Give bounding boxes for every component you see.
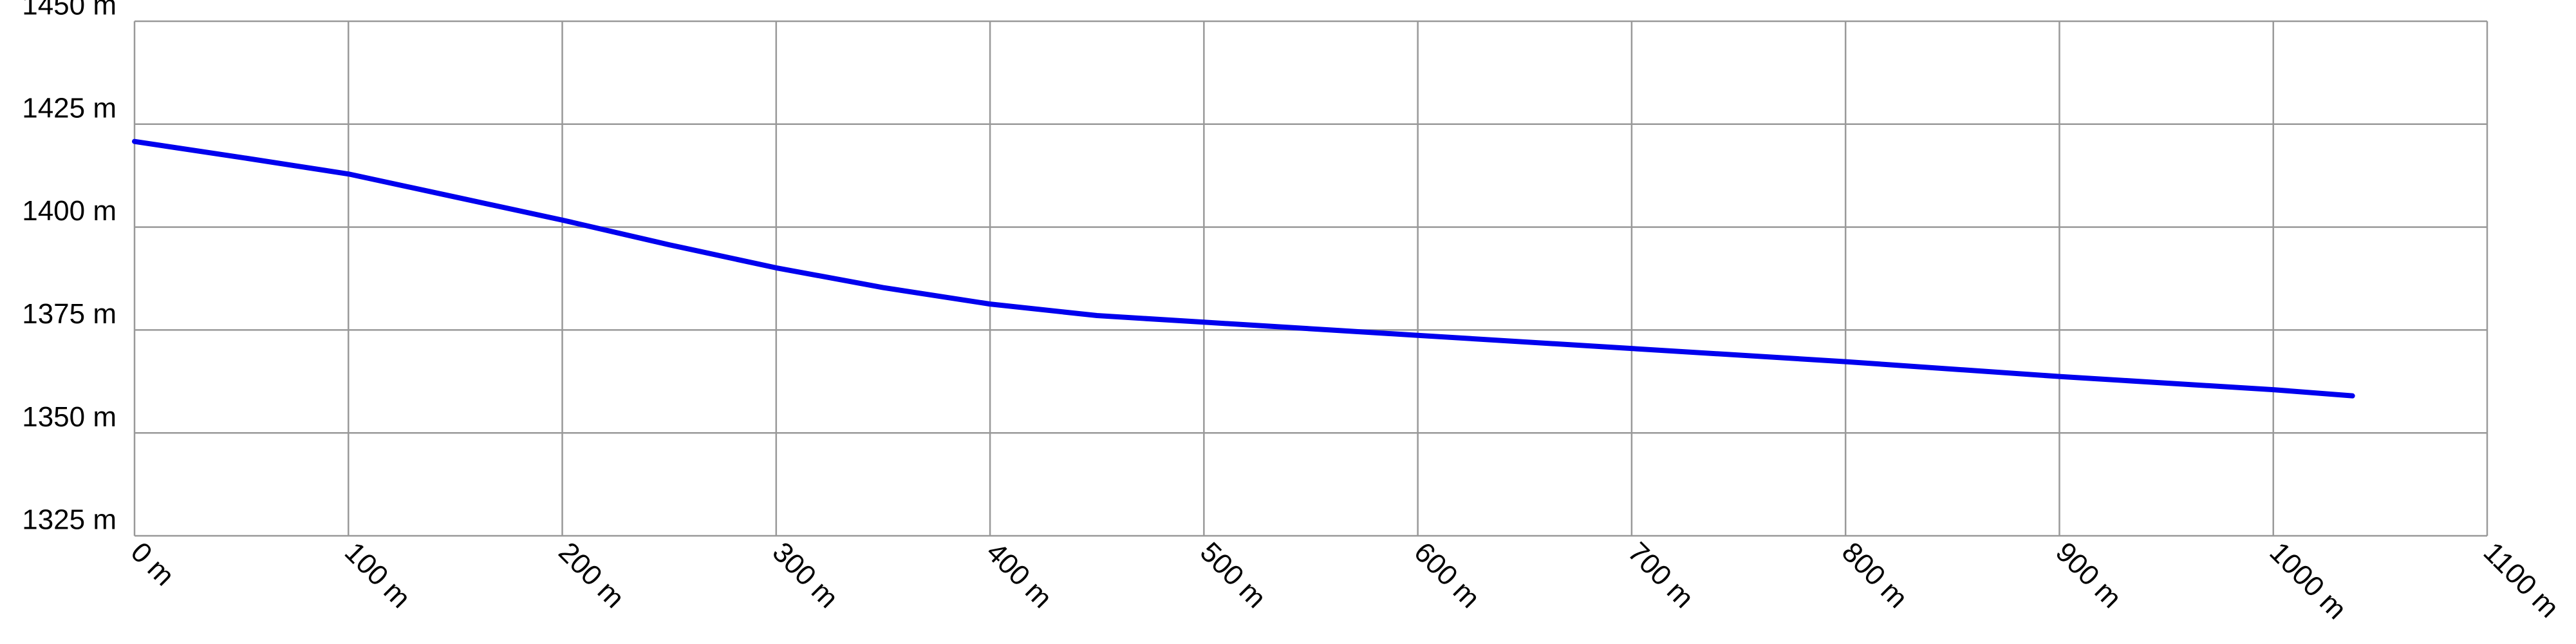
elevation-line: [132, 138, 2355, 399]
x-tick-label: 500 m: [1194, 536, 1272, 614]
y-tick-label: 1350 m: [22, 401, 117, 433]
x-tick-label: 400 m: [980, 536, 1058, 614]
x-tick-label: 600 m: [1408, 536, 1486, 614]
y-tick-label: 1325 m: [22, 504, 117, 536]
y-tick-label: 1400 m: [22, 195, 117, 227]
y-tick-label: 1425 m: [22, 92, 117, 124]
x-tick-label: 1000 m: [2263, 536, 2352, 625]
x-tick-label: 200 m: [552, 536, 630, 614]
x-tick-label: 1100 m: [2478, 536, 2565, 624]
x-tick-label: 300 m: [767, 536, 845, 614]
x-tick-label: 800 m: [1836, 536, 1914, 614]
x-tick-label: 900 m: [2049, 536, 2127, 614]
x-tick-label: 0 m: [125, 536, 181, 592]
x-tick-label: 700 m: [1622, 536, 1700, 614]
x-tick-label: 100 m: [339, 536, 416, 614]
y-tick-label: 1375 m: [22, 298, 117, 330]
y-tick-label: 1450 m: [22, 0, 117, 21]
